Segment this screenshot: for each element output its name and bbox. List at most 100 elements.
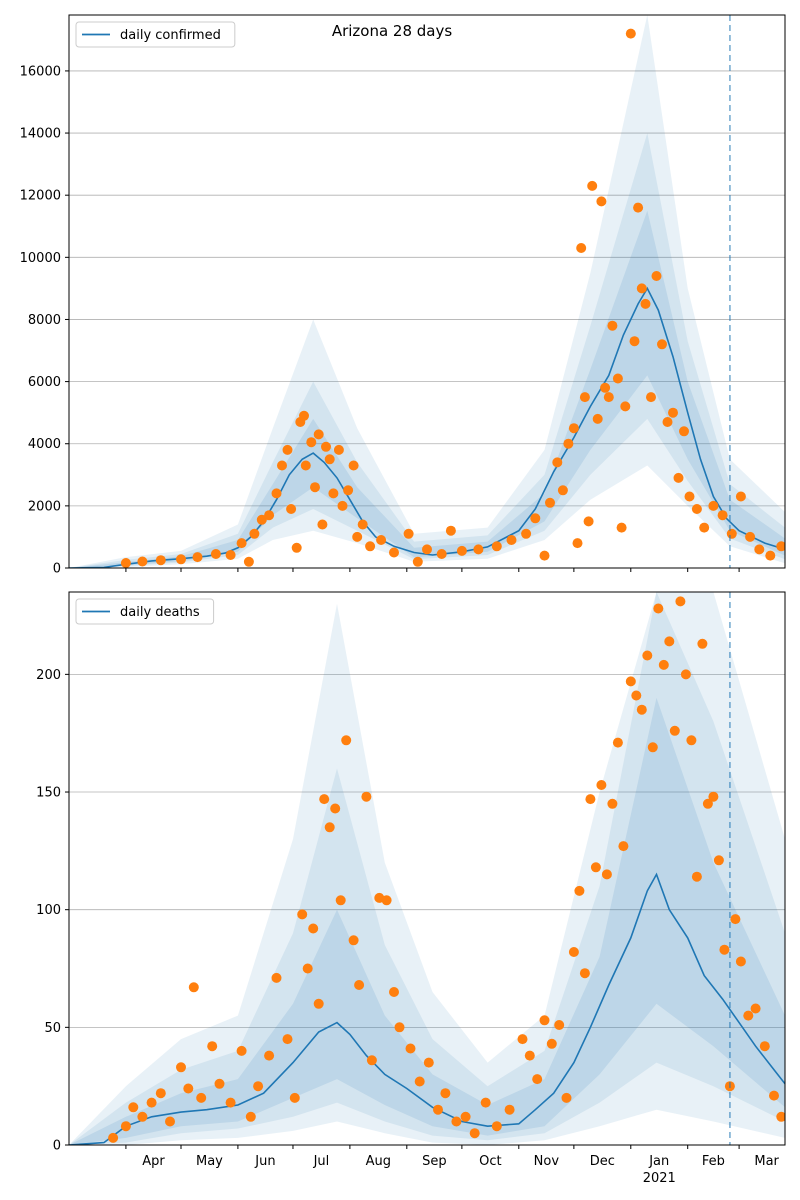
data-point xyxy=(473,544,484,555)
data-point xyxy=(176,554,186,565)
legend: daily deaths xyxy=(75,598,215,625)
y-tick-label: 0 xyxy=(53,1139,61,1154)
data-point xyxy=(366,1055,377,1066)
data-point xyxy=(253,1081,264,1092)
data-point xyxy=(596,780,607,790)
data-point xyxy=(735,956,746,967)
data-point xyxy=(422,544,432,555)
data-point xyxy=(365,541,376,552)
axes-frame xyxy=(68,591,786,1146)
legend-label: daily confirmed xyxy=(120,28,221,43)
data-point xyxy=(759,1041,770,1052)
x-tick-label: Mar xyxy=(754,1154,779,1169)
data-point xyxy=(236,538,247,549)
data-point xyxy=(612,373,623,384)
confirmed-panel: 0 2000 4000 6000 8000 10000 12000 14000 16000 Ari… xyxy=(20,14,786,577)
uncertainty-band-1 xyxy=(69,133,785,568)
data-point xyxy=(517,1034,528,1045)
data-point xyxy=(524,1050,535,1061)
data-point xyxy=(680,669,691,680)
data-point xyxy=(264,510,275,521)
data-point xyxy=(376,535,387,545)
data-point xyxy=(297,909,308,920)
data-point xyxy=(664,636,675,647)
data-point xyxy=(128,1102,139,1113)
data-point xyxy=(403,528,414,539)
y-tick-label: 8000 xyxy=(28,313,61,328)
data-point xyxy=(521,528,532,539)
uncertainty-band-0 xyxy=(69,15,785,568)
data-point xyxy=(730,914,741,925)
data-point xyxy=(587,180,598,191)
data-point xyxy=(646,392,656,403)
data-point xyxy=(735,491,746,502)
uncertainty-band-2 xyxy=(69,697,785,1145)
data-point xyxy=(601,869,612,880)
data-point xyxy=(319,794,330,805)
data-point xyxy=(552,457,563,468)
data-point xyxy=(673,472,684,483)
data-point xyxy=(361,791,372,802)
data-point xyxy=(629,336,640,347)
data-point xyxy=(572,538,583,549)
y-tick-label: 150 xyxy=(36,786,61,801)
data-point xyxy=(491,541,502,552)
data-point xyxy=(579,968,590,979)
data-point xyxy=(271,488,282,499)
uncertainty-band-1 xyxy=(69,592,785,1145)
data-point xyxy=(300,460,311,471)
x-tick-label: Jul xyxy=(313,1154,330,1169)
data-point xyxy=(286,504,297,514)
y-tick-label: 4000 xyxy=(28,437,61,452)
data-point xyxy=(625,676,636,687)
data-point xyxy=(697,638,708,649)
data-point xyxy=(651,271,662,281)
data-point xyxy=(530,513,541,524)
data-point xyxy=(600,382,611,393)
legend-label: daily deaths xyxy=(120,605,200,620)
data-point xyxy=(317,519,328,530)
plot-area xyxy=(69,592,785,1145)
data-point xyxy=(539,1015,550,1026)
data-point xyxy=(546,1038,557,1049)
data-point xyxy=(120,558,131,568)
data-point xyxy=(647,742,658,753)
data-point xyxy=(662,417,673,427)
data-point xyxy=(282,1034,293,1045)
data-point xyxy=(394,1022,405,1033)
data-point xyxy=(618,841,629,852)
data-point xyxy=(557,485,568,496)
data-point xyxy=(469,1128,480,1139)
data-point xyxy=(183,1083,194,1094)
data-point xyxy=(412,556,423,567)
data-point xyxy=(607,798,618,809)
data-point xyxy=(341,735,352,746)
data-point xyxy=(699,522,710,533)
data-point xyxy=(776,541,785,552)
data-point xyxy=(354,980,365,990)
x-tick-label: Jan xyxy=(648,1154,669,1169)
x-tick-label: Dec xyxy=(590,1154,615,1169)
data-point xyxy=(719,944,730,955)
data-point xyxy=(271,972,282,983)
data-point xyxy=(352,531,363,542)
data-point xyxy=(381,895,392,906)
y-tick-label: 0 xyxy=(53,562,61,577)
data-point xyxy=(607,320,618,331)
deaths-panel: 0 50 100 150 200 Apr May Jun Jul Aug Sep Oct Nov Dec J… xyxy=(36,591,786,1186)
data-point xyxy=(636,283,647,294)
data-point xyxy=(188,982,199,993)
data-point xyxy=(176,1062,186,1073)
y-tick-label: 200 xyxy=(36,668,61,683)
data-point xyxy=(249,528,260,539)
data-point xyxy=(576,243,587,253)
data-point xyxy=(306,437,317,448)
data-point xyxy=(691,504,702,514)
data-point xyxy=(669,725,680,736)
data-point xyxy=(436,549,447,559)
data-point xyxy=(691,871,702,882)
data-point xyxy=(414,1076,425,1087)
data-point xyxy=(686,735,697,746)
data-point xyxy=(120,1121,131,1132)
data-point xyxy=(574,885,585,896)
